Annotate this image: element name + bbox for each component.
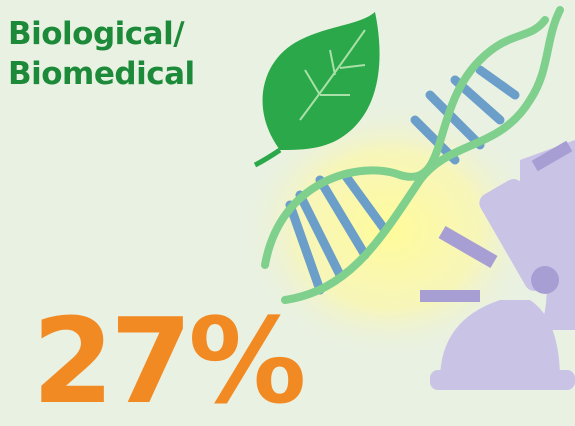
- infographic: Biological/ Biomedical 27%: [0, 0, 575, 426]
- title-line: Biomedical: [8, 54, 195, 94]
- title-line: Biological/: [8, 14, 195, 54]
- title: Biological/ Biomedical: [8, 14, 195, 94]
- statistic: 27%: [32, 296, 302, 426]
